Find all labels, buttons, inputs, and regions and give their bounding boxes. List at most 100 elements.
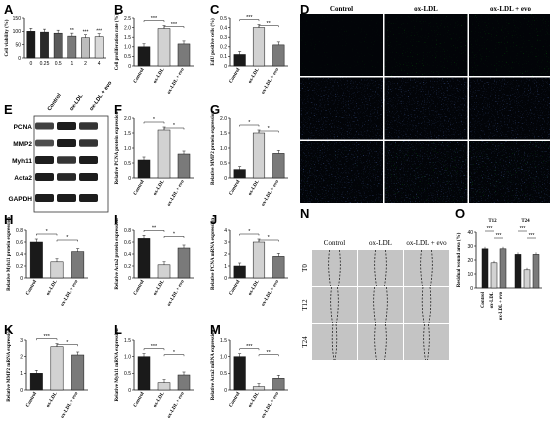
y-tick-label: 1.5	[220, 131, 227, 137]
y-tick-label: 2	[20, 354, 23, 360]
y-tick-label: 0.1	[220, 54, 227, 60]
y-tick-label: 0.6	[124, 240, 131, 246]
x-tick-label: 0.25	[40, 61, 50, 67]
significance-label: *	[173, 232, 176, 238]
blot-band	[79, 139, 98, 147]
significance-label: *	[248, 120, 251, 126]
bar	[157, 28, 171, 67]
micro-image	[469, 141, 550, 203]
chart-C: 0 0.1 0.2 0.3 0.4 0.5 EdU positive cells (%) Co…	[211, 15, 288, 95]
x-tick-label: Control	[481, 291, 486, 308]
significance-label: ***	[96, 29, 102, 35]
series-label: T24	[521, 219, 530, 224]
y-axis-label: Relative Acta2 protein expression	[115, 218, 120, 290]
blot-band	[57, 139, 76, 147]
micro-image	[469, 77, 550, 140]
bar	[532, 254, 540, 289]
blot-band	[79, 194, 98, 202]
wound-column-header: Control	[324, 239, 345, 247]
bar	[490, 262, 498, 289]
wound-column-header: ox-LDL	[369, 239, 392, 247]
x-tick-label: ox-LDL	[46, 391, 59, 409]
wound-row-label: T12	[301, 299, 309, 311]
blot-label-mmp2: MMP2	[13, 141, 32, 148]
blot-band	[57, 173, 76, 181]
x-tick-label: ox-LDL + evo	[167, 391, 186, 419]
bar	[514, 254, 522, 289]
x-tick-label: 1	[70, 61, 73, 67]
x-tick-label: ox-LDL + evo	[60, 391, 79, 419]
bar	[177, 247, 191, 279]
blot-label-pcna: PCNA	[14, 124, 33, 131]
significance-label: *	[46, 229, 49, 235]
panel-letter-J: J	[210, 212, 217, 227]
x-tick-label: 2	[84, 61, 87, 67]
y-tick-label: 0	[20, 276, 23, 282]
x-tick-label: Control	[229, 279, 242, 296]
blot-band	[79, 122, 98, 130]
x-tick-label: 0	[29, 61, 32, 67]
micro-column-header: ox-LDL + evo	[490, 5, 531, 13]
bar	[252, 132, 266, 179]
western-blot-panel: Control ox-LDL ox-LDL + evo PCNA MMP2 Myh1…	[9, 80, 114, 213]
bar	[71, 354, 85, 391]
wound-image	[404, 286, 449, 324]
bar	[50, 261, 64, 279]
y-tick-label: 30	[467, 244, 473, 250]
bar	[252, 386, 266, 391]
y-tick-label: 1	[20, 371, 23, 377]
y-tick-label: 0.8	[16, 228, 23, 234]
y-tick-label: 0	[224, 176, 227, 182]
blot-band	[79, 156, 98, 164]
y-tick-label: 1.5	[124, 131, 131, 137]
significance-label: *	[173, 350, 176, 356]
blot-band	[57, 156, 76, 164]
micro-image	[469, 14, 550, 76]
y-tick-label: 0	[128, 388, 131, 394]
panel-letter-L: L	[114, 322, 122, 337]
bar	[137, 159, 151, 179]
x-tick-label: ox-LDL	[153, 67, 166, 85]
x-tick-label: ox-LDL	[490, 292, 495, 308]
x-tick-label: Control	[229, 179, 242, 196]
micro-image	[384, 77, 468, 140]
y-tick-label: 0.8	[124, 228, 131, 234]
bar	[272, 44, 285, 67]
y-tick-label: 0.4	[124, 252, 131, 258]
blot-bands	[35, 122, 98, 202]
bar	[523, 269, 531, 289]
significance-label: *	[248, 229, 251, 235]
bar	[50, 346, 64, 391]
y-tick-label: 0	[224, 64, 227, 70]
x-tick-label: ox-LDL	[248, 67, 261, 85]
x-tick-label: ox-LDL	[153, 391, 166, 409]
significance-label: **	[70, 28, 74, 34]
significance-label: ***	[246, 344, 253, 350]
y-axis-label: EdU positive cells (%)	[211, 18, 216, 66]
wound-image	[312, 249, 357, 287]
x-tick-label: ox-LDL + evo	[60, 279, 79, 307]
y-tick-label: 1.5	[124, 35, 131, 41]
chart-I: 0 0.2 0.4 0.6 0.8 Relative Acta2 protein expr…	[115, 218, 194, 307]
bar	[233, 265, 246, 279]
blot-label-gapdh: GAPDH	[9, 196, 33, 203]
bar	[94, 36, 104, 59]
bar	[481, 248, 489, 289]
y-tick-label: 0.5	[124, 371, 131, 377]
blot-band	[57, 122, 76, 130]
bar	[53, 32, 63, 59]
significance-label: **	[267, 21, 272, 27]
panel-letter-I: I	[114, 212, 118, 227]
y-axis-label: Cell viability (%)	[5, 19, 10, 56]
y-tick-label: 0.3	[220, 35, 227, 41]
x-tick-label: ox-LDL	[248, 179, 261, 197]
x-tick-label: ox-LDL + evo	[499, 291, 504, 320]
blot-band	[35, 122, 54, 130]
blot-band	[35, 173, 54, 181]
chart-H: 0 0.2 0.4 0.6 0.8 Relative Myh11 protein expr…	[7, 217, 88, 307]
micro-image	[300, 141, 383, 203]
